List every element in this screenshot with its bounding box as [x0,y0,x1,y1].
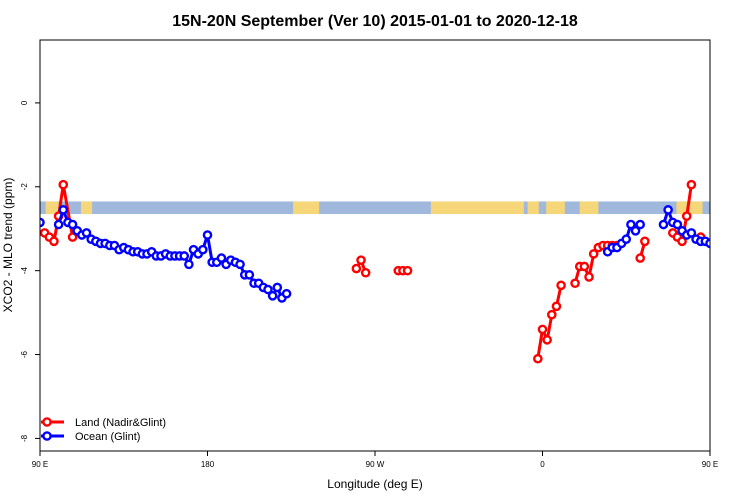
x-tick-label: 90 E [702,460,718,469]
ocean-strip [40,201,710,215]
x-axis: 90 E 180 90 W 0 90 E [32,451,718,469]
land-patch [80,201,93,215]
data-point [244,270,255,280]
data-point [67,232,78,242]
data-point [67,219,78,230]
data-point [686,228,697,238]
x-tick-label: 90 W [366,460,385,469]
data-point [184,259,194,270]
data-point [720,242,727,249]
data-point [360,267,371,278]
y-axis-label: XCO2 - MLO trend (ppm) [1,178,15,313]
series-land [40,179,706,364]
data-point [356,255,366,265]
data-point [351,263,362,274]
x-tick-label: 90 E [32,460,48,469]
series-layer [40,179,741,364]
series-line [536,284,563,359]
legend-label: Land (Nadir&Glint) [75,417,166,429]
y-tick-label: -6 [20,350,29,358]
y-tick-label: -8 [20,434,29,442]
land-patch [579,201,599,215]
series-ocean [40,205,741,303]
data-point [677,236,687,247]
data-point [235,259,245,270]
data-point [734,244,741,251]
legend: Land (Nadir&Glint) Ocean (Glint) [41,417,166,443]
legend-swatch-marker [42,431,52,441]
data-point [705,238,710,249]
data-point [588,249,599,259]
legend-swatch-marker [42,417,52,427]
land-patch [293,201,320,215]
land-patch [744,201,750,214]
data-point [216,253,227,263]
data-point [202,230,213,240]
data-point [81,228,92,238]
data-point [630,226,641,236]
land-patch [430,201,524,215]
data-point [635,219,646,230]
data-point [626,219,636,230]
x-tick-label: 0 [540,460,545,469]
land-patch [725,201,734,214]
data-point [579,261,590,272]
chart-title: 15N-20N September (Ver 10) 2015-01-01 to… [172,13,578,30]
data-point [716,240,723,247]
data-point [725,242,732,249]
data-point [49,236,59,247]
data-point [58,179,69,190]
legend-item: Ocean (Glint) [41,431,140,443]
data-point [402,265,413,276]
data-point [681,211,692,221]
data-point [198,244,208,255]
data-point [58,205,69,215]
data-point [635,253,646,263]
y-axis: 0 -2 -4 -6 -8 [20,100,40,442]
data-point [551,301,562,312]
data-point [584,272,594,282]
data-point [686,179,697,190]
data-point [556,280,566,291]
legend-item: Land (Nadir&Glint) [41,417,166,429]
data-point [640,236,650,247]
data-point [179,251,190,261]
data-point [267,291,278,301]
land-patch [546,201,565,215]
y-tick-label: -2 [20,183,29,191]
land-patch [676,201,703,215]
data-point [547,309,557,320]
land-ocean-map-strip [40,201,750,215]
data-point [537,324,548,335]
data-point [672,219,683,230]
y-tick-label: -4 [20,267,29,275]
data-point [263,284,273,295]
data-point [542,335,552,345]
legend-label: Ocean (Glint) [75,431,140,443]
data-point [533,353,543,364]
data-point [658,219,669,230]
land-patch [45,201,59,215]
data-point [663,205,673,215]
data-point [281,288,292,299]
data-point [621,234,632,245]
data-point [730,246,737,253]
x-tick-label: 180 [201,460,215,469]
y-tick-label: 0 [20,100,29,105]
data-point [53,219,64,230]
data-point [570,278,580,289]
land-patch [527,201,539,215]
data-point [709,242,710,245]
x-axis-label: Longitude (deg E) [327,477,422,491]
data-point [272,282,283,293]
